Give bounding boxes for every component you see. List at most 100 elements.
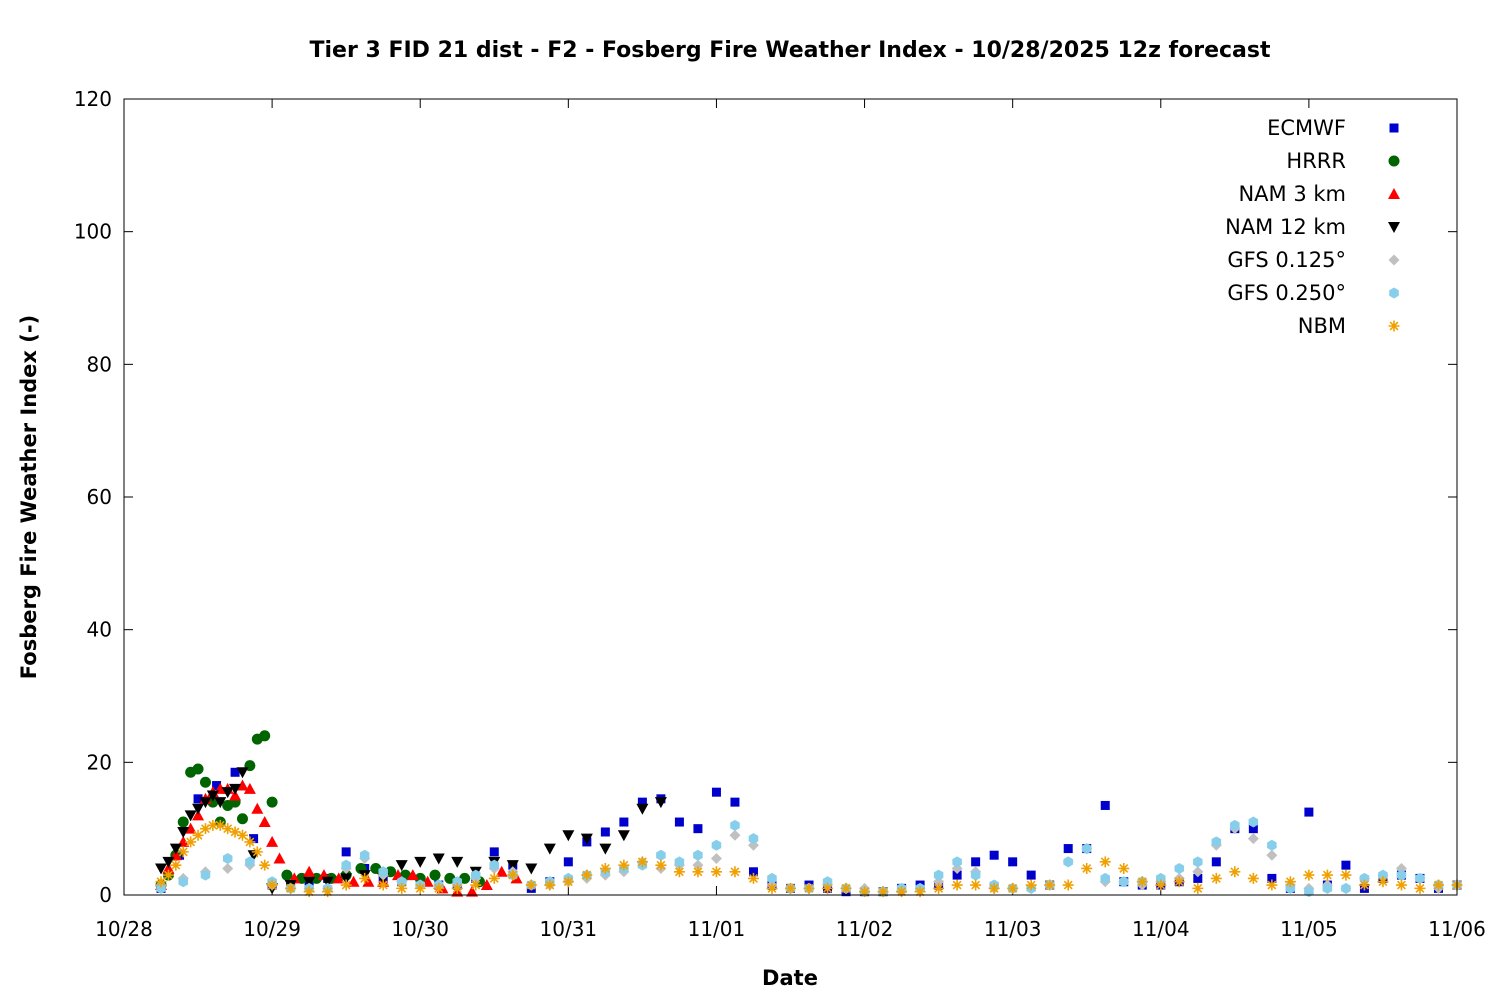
point-nam-12-km	[192, 803, 205, 815]
point-nam-12-km	[236, 767, 249, 779]
legend-label-gfs-0-125: GFS 0.125°	[1227, 248, 1346, 272]
point-nam-3-km	[273, 852, 286, 864]
point-nbm	[1044, 879, 1056, 891]
point-nbm	[673, 866, 685, 878]
point-nbm	[1229, 866, 1241, 878]
point-nam-12-km	[229, 783, 242, 795]
point-nbm	[266, 879, 278, 891]
legend: ECMWF HRRR NAM 3 km NAM 12 km GFS 0.125° GFS …	[1225, 116, 1400, 338]
point-gfs-0-250	[1156, 872, 1166, 884]
point-ecmwf	[619, 817, 629, 827]
point-hrrr	[236, 813, 248, 825]
point-hrrr	[429, 869, 441, 881]
point-gfs-0-250	[1118, 876, 1129, 888]
point-gfs-0-125	[729, 829, 741, 841]
point-gfs-0-250	[1081, 843, 1092, 855]
point-ecmwf	[693, 824, 703, 834]
point-nbm	[162, 869, 174, 881]
x-tick-label: 10/31	[540, 917, 598, 941]
point-gfs-0-250	[156, 882, 166, 894]
point-nbm	[1432, 879, 1444, 891]
point-nam-12-km	[395, 860, 408, 872]
point-gfs-0-250	[1230, 819, 1240, 831]
point-hrrr	[177, 816, 189, 828]
point-gfs-0-250	[1248, 816, 1259, 828]
point-nam-12-km	[214, 797, 227, 809]
point-ecmwf	[489, 847, 499, 857]
point-nbm	[525, 879, 537, 891]
point-nbm	[896, 886, 908, 898]
point-nbm	[710, 866, 722, 878]
point-nbm	[1377, 876, 1389, 888]
point-hrrr	[266, 796, 278, 808]
point-nam-12-km	[221, 787, 234, 799]
point-nbm	[177, 846, 189, 858]
point-nam-12-km	[525, 863, 538, 875]
legend-label-ecmwf: ECMWF	[1267, 116, 1346, 140]
point-nbm	[470, 879, 482, 891]
point-nam-12-km	[155, 863, 168, 875]
point-nam-12-km	[617, 830, 630, 842]
point-nbm	[285, 882, 297, 894]
point-nbm	[207, 819, 219, 831]
point-nbm	[359, 872, 371, 884]
point-nbm	[396, 882, 408, 894]
point-nam-12-km	[321, 876, 334, 888]
point-nam-12-km	[162, 856, 175, 868]
point-gfs-0-250	[711, 839, 722, 851]
legend-marker-hrrr	[1388, 155, 1400, 167]
point-nam-3-km	[332, 872, 345, 884]
legend-label-nam-3-km: NAM 3 km	[1238, 182, 1346, 206]
point-nam-3-km	[162, 862, 175, 874]
point-nbm	[192, 829, 204, 841]
point-nam-12-km	[506, 860, 519, 872]
point-gfs-0-250	[396, 876, 407, 888]
point-nbm	[655, 859, 667, 871]
point-nam-12-km	[543, 843, 556, 855]
point-nbm	[914, 886, 926, 898]
point-gfs-0-250	[730, 819, 740, 831]
point-gfs-0-250	[1193, 856, 1203, 868]
point-nbm	[581, 869, 593, 881]
y-tick-label: 80	[87, 352, 112, 376]
y-tick-label: 20	[87, 750, 112, 774]
point-gfs-0-250	[1285, 882, 1296, 894]
point-nam-12-km	[599, 843, 612, 855]
point-nbm	[222, 823, 234, 835]
point-nbm	[322, 886, 334, 898]
point-nbm	[1062, 879, 1074, 891]
y-tick-label: 100	[74, 220, 112, 244]
point-nam-3-km	[303, 865, 316, 877]
legend-marker-nam-3-km	[1388, 188, 1400, 199]
point-nbm	[1303, 869, 1315, 881]
point-gfs-0-250	[1267, 839, 1277, 851]
y-tick-label: 120	[74, 87, 112, 111]
point-nbm	[155, 876, 167, 888]
point-nam-3-km	[184, 822, 197, 834]
legend-marker-nbm	[1388, 320, 1400, 332]
point-nbm	[803, 882, 815, 894]
point-nbm	[636, 856, 648, 868]
point-nam-12-km	[562, 830, 575, 842]
point-nam-12-km	[177, 826, 190, 838]
point-hrrr	[199, 776, 211, 788]
point-nbm	[507, 869, 519, 881]
legend-label-nbm: NBM	[1298, 314, 1346, 338]
point-nbm	[1118, 862, 1130, 874]
point-nbm	[618, 859, 630, 871]
legend-marker-ecmwf	[1389, 123, 1399, 133]
x-tick-label: 11/02	[836, 917, 894, 941]
y-tick-label: 0	[99, 883, 112, 907]
point-gfs-0-250	[1211, 836, 1222, 848]
point-gfs-0-250	[1341, 882, 1351, 894]
y-axis-label: Fosberg Fire Weather Index (-)	[17, 315, 41, 679]
point-nam-3-km	[266, 835, 279, 847]
point-gfs-0-125	[1192, 866, 1204, 878]
point-nbm	[1155, 879, 1167, 891]
point-gfs-0-250	[200, 869, 211, 881]
point-nbm	[562, 876, 574, 888]
point-nam-3-km	[466, 885, 479, 897]
point-gfs-0-250	[952, 856, 962, 868]
point-nbm	[599, 862, 611, 874]
point-nbm	[1321, 869, 1333, 881]
